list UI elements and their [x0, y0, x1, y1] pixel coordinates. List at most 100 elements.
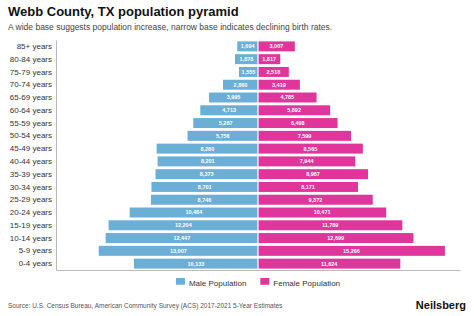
- data-label: 6,498: [291, 120, 305, 126]
- bar: [258, 208, 386, 218]
- data-label: 8,280: [200, 146, 214, 152]
- bar: [258, 144, 363, 154]
- bar: [193, 118, 258, 128]
- data-label: 8,987: [306, 171, 320, 177]
- bar: [134, 259, 258, 269]
- bar: [151, 195, 258, 205]
- data-label: 8,565: [304, 146, 318, 152]
- y-tick-label: 50-54 years: [10, 131, 52, 140]
- bar: [258, 259, 400, 269]
- bar: [157, 144, 258, 154]
- y-tick: 70-74 years: [10, 80, 56, 89]
- legend-label: Male Population: [189, 279, 246, 288]
- bar: [155, 169, 258, 179]
- y-tick-label: 10-14 years: [10, 234, 52, 243]
- data-label: 1,878: [240, 56, 254, 62]
- data-label: 8,201: [201, 158, 215, 164]
- data-label: 8,373: [200, 171, 214, 177]
- data-label: 1,817: [262, 56, 276, 62]
- data-label: 9,372: [308, 197, 322, 203]
- data-label: 3,995: [227, 94, 241, 100]
- bars: [99, 40, 445, 270]
- bar: [239, 67, 258, 77]
- bar: [258, 67, 289, 77]
- data-label: 8,746: [198, 197, 212, 203]
- bar: [258, 118, 338, 128]
- bar: [223, 80, 258, 90]
- y-tick: 30-34 years: [10, 183, 56, 192]
- y-tick: 20-24 years: [10, 208, 56, 217]
- bar: [258, 195, 373, 205]
- y-tick-label: 80-84 years: [10, 55, 52, 64]
- data-label: 13,007: [170, 248, 187, 254]
- bar: [258, 169, 368, 179]
- data-label: 12,204: [175, 222, 193, 228]
- bar: [258, 156, 355, 166]
- subtitle: A wide base suggests population increase…: [8, 22, 332, 32]
- y-tick-label: 45-49 years: [10, 144, 52, 153]
- data-label: 1,555: [242, 69, 256, 75]
- data-label: 4,713: [222, 107, 236, 113]
- y-tick-label: 55-59 years: [10, 119, 52, 128]
- source-note: Source: U.S. Census Bureau, American Com…: [8, 302, 283, 310]
- bar: [258, 93, 317, 103]
- data-label: 3,419: [272, 82, 286, 88]
- bar: [235, 54, 258, 64]
- y-tick: 40-44 years: [10, 157, 56, 166]
- y-tick: 45-49 years: [10, 144, 56, 153]
- chart-container: Webb County, TX population pyramid A wide…: [0, 0, 474, 316]
- bar: [188, 131, 258, 141]
- data-label: 11,789: [322, 222, 339, 228]
- bar: [130, 208, 258, 218]
- data-label: 1,694: [241, 43, 256, 49]
- data-label: 12,447: [173, 235, 190, 241]
- legend-item: Female Population: [260, 278, 340, 288]
- y-tick: 5-9 years: [19, 246, 56, 255]
- y-tick-label: 60-64 years: [10, 106, 52, 115]
- bar: [258, 80, 300, 90]
- center-line: [257, 40, 258, 270]
- bar: [258, 105, 330, 115]
- y-tick-label: 25-29 years: [10, 195, 52, 204]
- data-label: 5,287: [219, 120, 233, 126]
- y-tick-label: 15-19 years: [10, 221, 52, 230]
- y-tick-label: 65-69 years: [10, 93, 52, 102]
- data-label: 12,699: [327, 235, 344, 241]
- y-tick: 15-19 years: [10, 221, 56, 230]
- y-tick: 80-84 years: [10, 55, 56, 64]
- data-label: 7,599: [298, 133, 312, 139]
- y-axis: 0-4 years 5-9 years 10-14 years 15-19 years…: [10, 41, 57, 271]
- bar: [258, 41, 295, 51]
- bar: [237, 41, 258, 51]
- bar: [109, 220, 258, 230]
- data-label: 8,701: [198, 184, 212, 190]
- legend-label: Female Population: [273, 279, 340, 288]
- data-label: 10,133: [188, 261, 205, 267]
- bar: [151, 182, 258, 192]
- x-axis: [57, 270, 461, 271]
- legend-swatch: [260, 278, 269, 285]
- title: Webb County, TX population pyramid: [8, 4, 239, 19]
- y-tick: 25-29 years: [10, 195, 56, 204]
- data-label: 2,518: [267, 69, 281, 75]
- legend-swatch: [176, 278, 185, 285]
- chart-svg: Webb County, TX population pyramid A wide…: [0, 0, 474, 316]
- y-tick-label: 40-44 years: [10, 157, 52, 166]
- y-tick: 0-4 years: [19, 259, 56, 268]
- data-label: 8,171: [301, 184, 315, 190]
- y-tick-label: 30-34 years: [10, 183, 52, 192]
- y-tick: 50-54 years: [10, 131, 56, 140]
- data-label: 4,785: [280, 94, 294, 100]
- y-tick: 10-14 years: [10, 234, 56, 243]
- y-tick: 55-59 years: [10, 119, 56, 128]
- data-label: 10,484: [185, 209, 203, 215]
- data-label: 5,892: [287, 107, 301, 113]
- y-tick-label: 75-79 years: [10, 68, 52, 77]
- bar: [99, 246, 258, 256]
- data-label: 3,007: [270, 43, 284, 49]
- branding: Neilsberg: [416, 299, 466, 311]
- bar: [258, 246, 445, 256]
- data-label: 2,860: [234, 82, 248, 88]
- y-tick-label: 0-4 years: [19, 259, 52, 268]
- y-tick: 85+ years: [17, 42, 56, 51]
